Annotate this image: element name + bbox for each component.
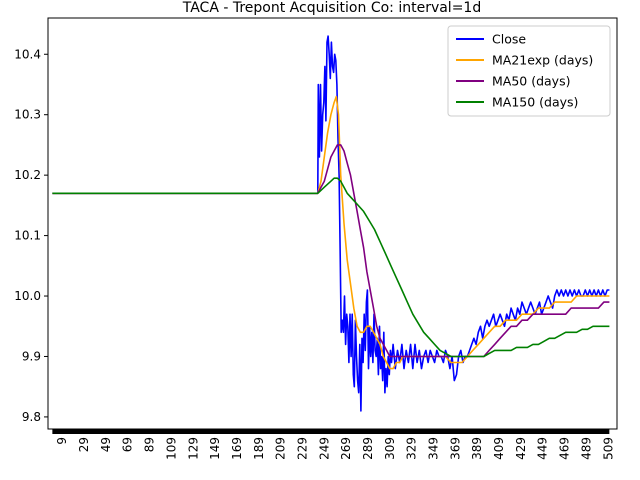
x-tick-label: 449 <box>536 437 550 460</box>
x-tick-label: 169 <box>230 437 244 460</box>
x-tick-label: 69 <box>121 437 135 452</box>
x-tick-label: 29 <box>77 437 91 452</box>
x-tick-label: 389 <box>470 437 484 460</box>
legend-label-ma21exp-days: MA21exp (days) <box>492 53 593 68</box>
series-line-ma150-days <box>52 177 610 358</box>
y-tick-label: 10.4 <box>14 47 41 61</box>
x-tick-label: 309 <box>383 437 397 460</box>
x-tick-label: 109 <box>164 437 178 460</box>
y-tick-label: 10.0 <box>14 289 41 303</box>
legend: Close MA21exp (days) MA50 (days) MA150 (day… <box>447 25 611 117</box>
legend-entries: Close MA21exp (days) MA50 (days) MA150 (day… <box>456 32 593 110</box>
y-tick-label: 9.9 <box>22 349 41 363</box>
series-layer <box>52 35 610 412</box>
x-minor-tick-band <box>52 429 610 434</box>
x-tick-label: 49 <box>99 437 113 452</box>
x-tick-label: 429 <box>514 437 528 460</box>
x-tick-label: 209 <box>274 437 288 460</box>
x-tick-label: 469 <box>558 437 572 460</box>
y-axis-ticks: 9.8 9.9 10.0 10.1 10.2 10.3 10.4 <box>14 47 48 424</box>
x-tick-label: 269 <box>339 437 353 460</box>
legend-label-ma150-days: MA150 (days) <box>492 95 578 110</box>
y-tick-label: 10.2 <box>14 168 41 182</box>
x-tick-label: 249 <box>317 437 331 460</box>
x-tick-label: 409 <box>492 437 506 460</box>
x-axis-ticks: 9 29 49 69 89 109 129 149 169 189 209 229 249 269 289 3… <box>52 429 615 460</box>
x-tick-label: 349 <box>427 437 441 460</box>
x-tick-label: 229 <box>295 437 309 460</box>
x-tick-label: 129 <box>186 437 200 460</box>
x-tick-label: 189 <box>252 437 266 460</box>
legend-label-ma50-days: MA50 (days) <box>492 74 570 89</box>
x-tick-label: 289 <box>361 437 375 460</box>
x-tick-label: 89 <box>143 437 157 452</box>
y-tick-label: 10.3 <box>14 108 41 122</box>
x-tick-label: 509 <box>601 437 615 460</box>
plot-frame <box>47 17 618 430</box>
y-tick-label: 10.1 <box>14 229 41 243</box>
x-tick-label: 149 <box>208 437 222 460</box>
x-tick-label: 489 <box>579 437 593 460</box>
series-line-ma50-days <box>52 144 610 358</box>
x-tick-label: 329 <box>405 437 419 460</box>
chart-title: TACA - Trepont Acquisition Co: interval=… <box>182 0 481 16</box>
y-tick-label: 9.8 <box>22 410 41 424</box>
legend-label-close: Close <box>492 32 526 47</box>
x-tick-label: 369 <box>448 437 462 460</box>
x-tick-label: 9 <box>55 437 69 445</box>
legend-box <box>447 25 611 117</box>
series-line-close <box>52 35 610 412</box>
